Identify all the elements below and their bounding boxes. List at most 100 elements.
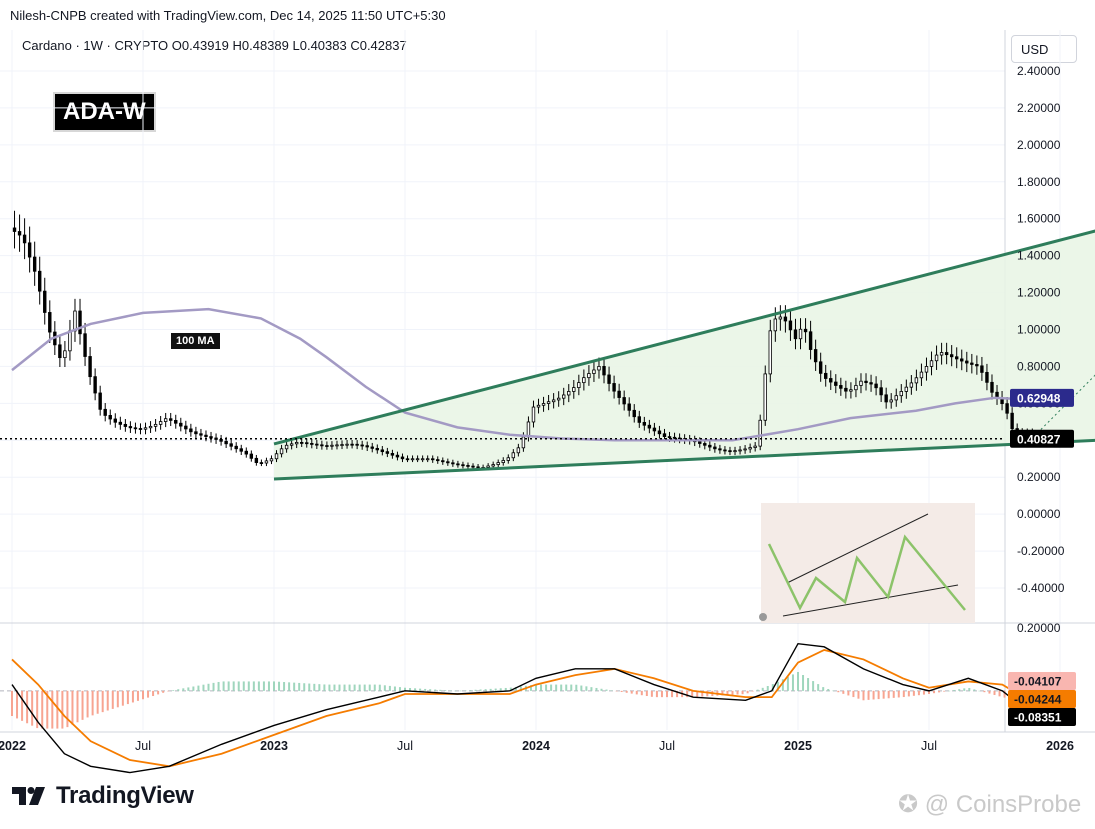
macd-histogram-bar [721, 690, 724, 696]
macd-histogram-bar [479, 689, 482, 691]
macd-histogram-bar [570, 684, 573, 691]
tradingview-logo-icon [12, 787, 45, 805]
macd-histogram-bar [398, 687, 401, 691]
candle-body [1005, 403, 1009, 414]
inset-marker [759, 613, 767, 621]
candle-body [753, 445, 757, 448]
price-tick-label: 1.00000 [1017, 323, 1061, 337]
macd-histogram-bar [162, 690, 165, 693]
macd-histogram-bar [328, 684, 331, 691]
candle-body [587, 373, 591, 379]
macd-histogram-bar [812, 681, 815, 691]
candle-body [657, 430, 662, 435]
chart-credit: Nilesh-CNPB created with TradingView.com… [10, 8, 446, 23]
candle-body [466, 465, 470, 467]
candle-body [698, 441, 702, 444]
candle-body [778, 316, 783, 320]
macd-histogram-bar [469, 690, 472, 691]
macd-histogram-bar [96, 690, 99, 714]
macd-histogram-bar [907, 690, 910, 697]
macd-histogram-bar [852, 690, 855, 698]
ma100-line [11, 307, 1034, 442]
price-tags: 0.62948 0.40827 [1010, 388, 1074, 448]
macd-histogram-bar [202, 684, 205, 691]
candle-body [279, 448, 284, 455]
candle-body [904, 386, 909, 392]
macd-histogram-bar [509, 687, 512, 691]
candle-body [224, 440, 228, 445]
macd-histogram-bar [545, 684, 548, 691]
candle-body [798, 328, 803, 340]
macd-histogram-bar [293, 682, 296, 691]
macd-histogram-bar [958, 689, 961, 691]
candle-body [239, 448, 243, 452]
macd-histogram-bar [136, 690, 139, 701]
macd-histogram-bar [419, 688, 422, 691]
price-tick-label: 2.20000 [1017, 101, 1061, 115]
candle-body [73, 310, 77, 332]
macd-histogram-bar [147, 690, 150, 698]
macd-histogram-bar [464, 690, 467, 691]
macd-histogram-bar [877, 690, 880, 700]
currency-selector[interactable]: USD [1011, 35, 1077, 63]
candle-body [148, 425, 153, 429]
macd-histogram-bar [686, 690, 689, 698]
macd-histogram-bar [152, 690, 155, 697]
macd-histogram-bar [655, 690, 658, 698]
candle-body [169, 418, 173, 421]
price-tick-label: 2.00000 [1017, 138, 1061, 152]
macd-tag-text-hist: -0.04107 [1014, 675, 1062, 689]
macd-histogram-bar [922, 690, 925, 695]
macd-histogram-bar [489, 688, 492, 691]
macd-histogram-bar [373, 684, 376, 691]
macd-histogram-bar [288, 682, 291, 691]
candle-body [179, 422, 183, 427]
candle-body [310, 443, 314, 445]
macd-histogram-bar [938, 690, 941, 693]
symbol-ohlc-line[interactable]: Cardano · 1W · CRYPTO O0.43919 H0.48389 … [22, 38, 407, 53]
macd-histogram-bar [786, 676, 789, 691]
candle-body [793, 329, 798, 340]
tradingview-logo[interactable]: TradingView [12, 782, 194, 810]
macd-histogram-bar [257, 681, 260, 691]
candle-body [526, 421, 531, 438]
macd-histogram-bar [242, 681, 245, 691]
macd-histogram-bar [298, 682, 301, 691]
candle-body [12, 227, 17, 232]
candle-body [395, 454, 400, 458]
candle-body [209, 436, 213, 439]
price-tag-price [1010, 429, 1074, 448]
macd-histogram-bar [817, 684, 820, 691]
price-tick-label: 0.20000 [1017, 470, 1061, 484]
candle-body [83, 333, 87, 357]
macd-histogram-bar [671, 690, 674, 698]
candle-body [390, 453, 395, 456]
macd-histogram-bar [308, 683, 311, 691]
macd-histogram-bar [252, 681, 255, 691]
macd-histogram-bar [605, 689, 608, 691]
candle-body [405, 458, 410, 461]
candle-body [844, 387, 848, 392]
candle-body [259, 462, 264, 464]
candle-body [128, 426, 133, 429]
candle-body [597, 366, 601, 371]
candle-body [854, 385, 858, 391]
macd-histogram-bar [620, 690, 623, 692]
candle-body [718, 448, 722, 451]
macd-histogram-bar [46, 690, 49, 729]
candle-body [355, 443, 359, 446]
candle-body [88, 356, 92, 378]
lower-trendline [273, 438, 1095, 481]
candle-body [919, 371, 924, 379]
macd-histogram-bar [882, 690, 885, 699]
macd-histogram-bar [86, 690, 89, 718]
candle-body [562, 394, 566, 399]
macd-histogram-bar [404, 687, 406, 691]
candle-body [909, 382, 914, 388]
macd-histogram-bar [131, 690, 134, 703]
macd-histogram-bar [177, 689, 180, 691]
candle-body [400, 456, 405, 460]
candle-body [970, 362, 974, 365]
macd-histogram-bar [454, 690, 457, 692]
